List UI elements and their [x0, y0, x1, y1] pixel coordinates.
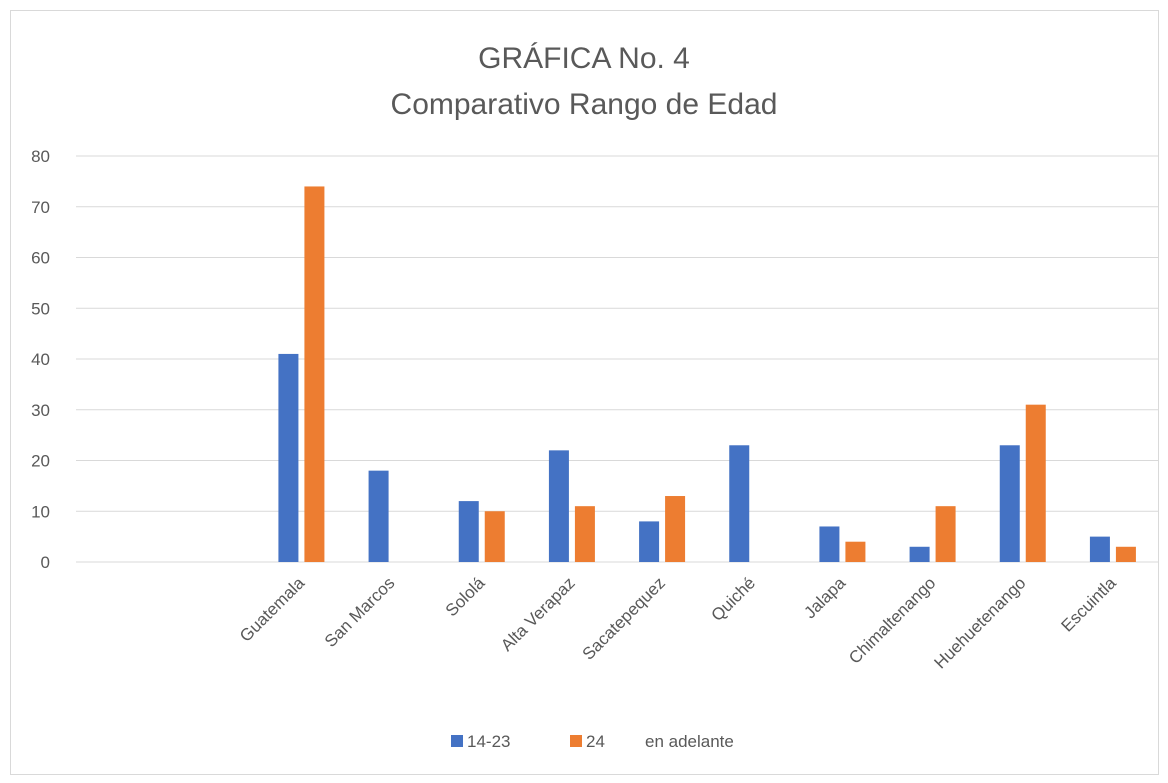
- bar-series2: [935, 506, 956, 562]
- bar-series2: [304, 186, 325, 562]
- bar-series2: [845, 541, 866, 562]
- y-tick-label: 50: [31, 299, 50, 318]
- bar-series1: [1089, 536, 1110, 562]
- legend-swatch: [570, 735, 582, 747]
- legend: 14-23 24 en adelante: [451, 732, 734, 751]
- legend-label: 24: [586, 732, 605, 751]
- bar-series1: [458, 501, 479, 562]
- bar-series1: [639, 521, 660, 562]
- chart-frame: [10, 10, 1159, 775]
- bar-series2: [574, 506, 595, 562]
- x-tick-label: Jalapa: [800, 573, 849, 622]
- chart-title: GRÁFICA No. 4: [478, 42, 690, 75]
- y-tick-label: 60: [31, 249, 50, 268]
- legend-extra-label: en adelante: [645, 732, 734, 751]
- bar-series1: [278, 353, 299, 562]
- bar-series1: [729, 445, 750, 562]
- gridlines: [76, 155, 1158, 563]
- y-axis-ticks: 0 10 20 30 40 50 60 70 80: [31, 147, 50, 572]
- x-tick-label: Chimaltenango: [845, 573, 939, 667]
- x-tick-label: Huehuetenango: [931, 573, 1030, 672]
- bar-series2: [1115, 546, 1136, 562]
- y-tick-label: 30: [31, 401, 50, 420]
- y-tick-label: 40: [31, 350, 50, 369]
- x-tick-label: Sololá: [442, 573, 489, 620]
- x-axis-ticks: Guatemala San Marcos Sololá Alta Verapaz Sac…: [236, 573, 1120, 672]
- bar-series1: [548, 450, 569, 562]
- x-tick-label: Guatemala: [236, 573, 309, 646]
- bar-series1: [368, 470, 389, 562]
- legend-swatch: [451, 735, 463, 747]
- bar-series1: [999, 445, 1020, 562]
- y-tick-label: 20: [31, 452, 50, 471]
- x-tick-label: Escuintla: [1058, 573, 1121, 636]
- bar-series2: [1025, 404, 1046, 562]
- bar-series1: [819, 526, 840, 562]
- bar-series2: [484, 511, 505, 562]
- x-tick-label: Sacatepequez: [579, 573, 669, 663]
- bars: [278, 186, 1136, 562]
- y-tick-label: 0: [41, 553, 50, 572]
- chart-subtitle: Comparativo Rango de Edad: [390, 88, 778, 121]
- y-tick-label: 80: [31, 147, 50, 166]
- bar-series1: [909, 546, 930, 562]
- bar-series2: [665, 496, 686, 562]
- legend-label: 14-23: [467, 732, 510, 751]
- x-tick-label: San Marcos: [321, 573, 399, 651]
- x-tick-label: Quiché: [708, 573, 760, 625]
- y-tick-label: 10: [31, 502, 50, 521]
- x-tick-label: Alta Verapaz: [497, 573, 579, 655]
- y-tick-label: 70: [31, 198, 50, 217]
